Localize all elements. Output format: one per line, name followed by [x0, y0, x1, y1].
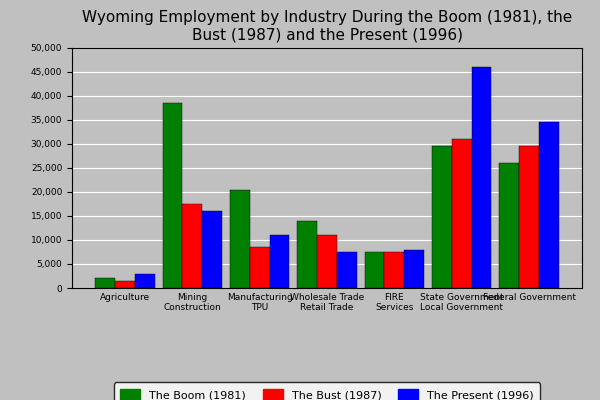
Bar [230, 190, 250, 288]
Bar [452, 139, 472, 288]
Bar [472, 67, 491, 288]
Bar [337, 252, 357, 288]
Bar [163, 103, 182, 288]
Bar [202, 211, 222, 288]
Bar [317, 235, 337, 288]
Bar [269, 235, 289, 288]
Bar [115, 281, 135, 288]
Legend: The Boom (1981), The Bust (1987), The Present (1996): The Boom (1981), The Bust (1987), The Pr… [114, 382, 540, 400]
Title: Wyoming Employment by Industry During the Boom (1981), the
Bust (1987) and the P: Wyoming Employment by Industry During th… [82, 10, 572, 43]
Bar [250, 247, 269, 288]
Bar [95, 278, 115, 288]
Bar [499, 163, 519, 288]
Bar [432, 146, 452, 288]
Bar [297, 221, 317, 288]
Bar [365, 252, 385, 288]
Bar [385, 252, 404, 288]
Bar [539, 122, 559, 288]
Bar [135, 274, 155, 288]
Bar [404, 250, 424, 288]
Bar [182, 204, 202, 288]
Bar [519, 146, 539, 288]
